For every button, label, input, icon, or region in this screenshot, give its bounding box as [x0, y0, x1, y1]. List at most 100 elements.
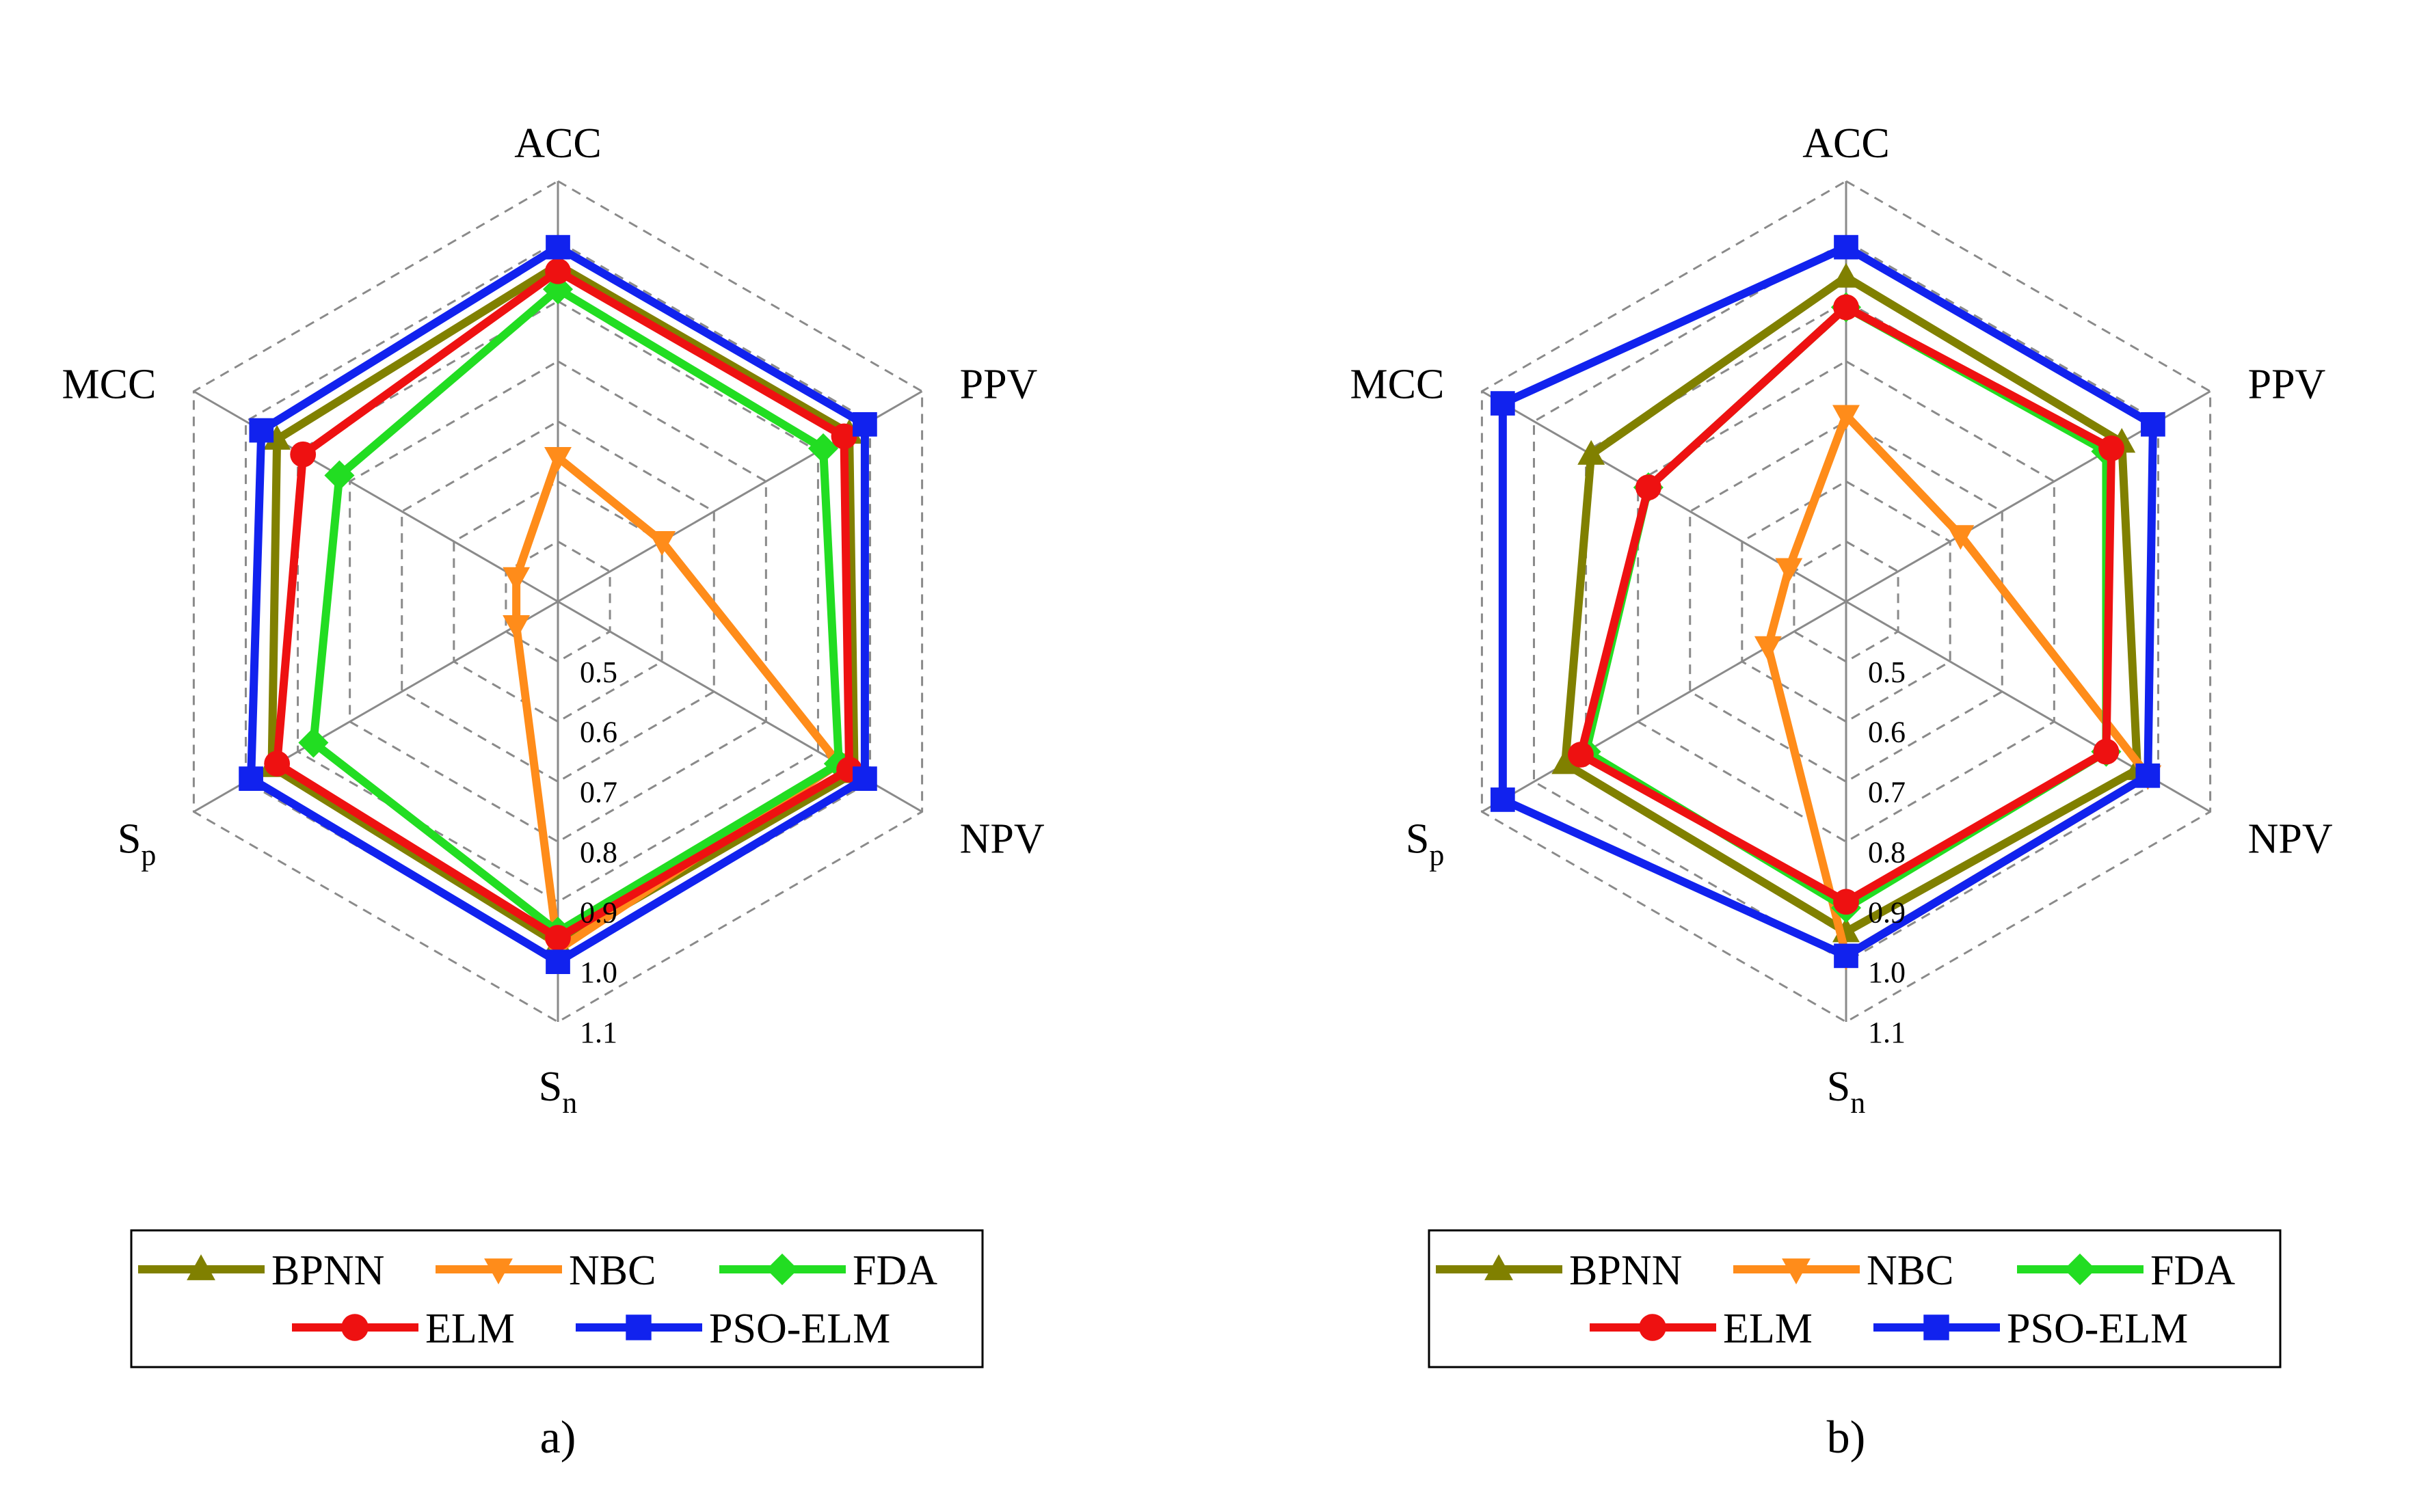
series-line — [1498, 242, 2157, 961]
legend-marker — [2064, 1253, 2096, 1286]
legend-label: PSO-ELM — [709, 1306, 890, 1352]
data-point — [1832, 405, 1860, 430]
data-point — [2141, 411, 2165, 437]
series-bpnn — [258, 251, 868, 954]
data-point — [1832, 262, 1860, 288]
legend-marker — [341, 1314, 369, 1341]
data-point — [1833, 294, 1859, 321]
axis-label: MCC — [1350, 362, 1445, 408]
series-pso-elm — [1490, 234, 2165, 969]
tick-label: 0.6 — [580, 716, 617, 749]
legend-box — [1428, 1229, 2282, 1368]
data-point — [1947, 525, 1975, 550]
tick-label: 0.5 — [580, 656, 617, 689]
legend-marker — [626, 1314, 652, 1340]
data-point — [290, 441, 317, 468]
legend-label: BPNN — [1569, 1247, 1682, 1294]
axis-labels: ACC PPV NPV Sn Sp MCC — [1350, 120, 2333, 1120]
data-point — [263, 424, 291, 450]
tick-label: 1.0 — [1868, 956, 1906, 989]
data-point — [546, 234, 570, 260]
axis-label-subscript: p — [141, 839, 156, 872]
axis-label-main: PPV — [960, 362, 1038, 408]
axis-label-main: MCC — [62, 362, 157, 408]
data-point — [1568, 742, 1594, 768]
tick-label: 0.7 — [580, 776, 617, 809]
axis-label: Sp — [118, 816, 156, 872]
legend-label: NBC — [1867, 1247, 1953, 1294]
data-point — [249, 418, 274, 443]
data-point — [831, 423, 857, 450]
tick-labels: 0.5 0.6 0.7 0.8 0.9 1.0 1.1 — [1868, 656, 1906, 1049]
tick-labels: 0.5 0.6 0.7 0.8 0.9 1.0 1.1 — [580, 656, 617, 1049]
legend-label: ELM — [425, 1306, 515, 1352]
legend-item-fda: FDA — [2017, 1247, 2235, 1294]
axis-label-main: MCC — [1350, 362, 1445, 408]
legend-marker — [1923, 1314, 1949, 1340]
legend: BPNN NBC FDA ELM PSO-ELM — [130, 1229, 984, 1368]
data-point — [1551, 749, 1579, 774]
axis-label-main: S — [1406, 816, 1429, 863]
legend-label: BPNN — [271, 1247, 384, 1294]
tick-label: 0.9 — [1868, 895, 1906, 929]
tick-label: 1.0 — [580, 956, 617, 989]
legend-label: PSO-ELM — [2007, 1306, 2188, 1352]
axis-label: NPV — [960, 816, 1045, 863]
axis-label-main: ACC — [514, 120, 601, 167]
axis-label-main: ACC — [1802, 120, 1889, 167]
axis-label: ACC — [514, 120, 601, 167]
legend-marker — [766, 1253, 799, 1286]
tick-label: 0.9 — [580, 895, 617, 929]
axis-label: Sn — [1827, 1064, 1865, 1120]
axis-label: Sp — [1406, 816, 1444, 872]
data-point — [648, 531, 676, 556]
data-point — [546, 949, 570, 974]
radar-panel-a: 0.50.60.70.80.91.01.1ACCPPVNPVSnSpMCCBPN… — [62, 120, 1045, 1463]
legend-item-pso-elm: PSO-ELM — [576, 1306, 890, 1352]
data-point — [853, 411, 877, 437]
legend-item-pso-elm: PSO-ELM — [1873, 1306, 2188, 1352]
legend-label: FDA — [2150, 1247, 2235, 1294]
data-point — [545, 925, 571, 951]
legend-item-elm: ELM — [292, 1306, 515, 1352]
series-group — [239, 234, 877, 974]
axis-spoke — [193, 390, 559, 603]
tick-label: 0.8 — [1868, 835, 1906, 869]
legend-marker — [1782, 1258, 1811, 1284]
axis-label: PPV — [2248, 362, 2326, 408]
data-point — [1490, 391, 1515, 416]
data-point — [1490, 787, 1515, 812]
tick-label: 0.5 — [1868, 656, 1906, 689]
axis-label-subscript: n — [1850, 1086, 1865, 1120]
axis-label-main: NPV — [960, 816, 1045, 863]
axis-label: ACC — [1802, 120, 1889, 167]
axis-label: PPV — [960, 362, 1038, 408]
legend-label: NBC — [569, 1247, 656, 1294]
legend-item-nbc: NBC — [436, 1247, 656, 1294]
axis-spoke — [1481, 600, 1847, 813]
radar-panel-b: 0.50.60.70.80.91.01.1ACCPPVNPVSnSpMCCBPN… — [1350, 120, 2333, 1463]
axis-label-main: S — [118, 816, 141, 863]
legend-label: FDA — [853, 1247, 937, 1294]
legend-box — [130, 1229, 984, 1368]
axis-label-main: S — [539, 1064, 562, 1110]
legend-label: ELM — [1723, 1306, 1813, 1352]
axis-label-subscript: p — [1429, 839, 1444, 872]
panel-label: a) — [540, 1411, 576, 1463]
tick-label: 1.1 — [1868, 1016, 1906, 1049]
series-elm — [1568, 294, 2124, 915]
data-point — [1834, 234, 1858, 260]
panel-label: b) — [1827, 1411, 1866, 1463]
data-point — [545, 258, 571, 284]
data-point — [1754, 636, 1782, 661]
axis-label-main: NPV — [2248, 816, 2333, 863]
data-point — [264, 751, 291, 777]
legend-item-bpnn: BPNN — [1436, 1247, 1682, 1294]
data-point — [298, 727, 329, 758]
legend-item-bpnn: BPNN — [138, 1247, 384, 1294]
legend-item-nbc: NBC — [1733, 1247, 1953, 1294]
series-group — [1490, 234, 2165, 971]
axis-label: NPV — [2248, 816, 2333, 863]
